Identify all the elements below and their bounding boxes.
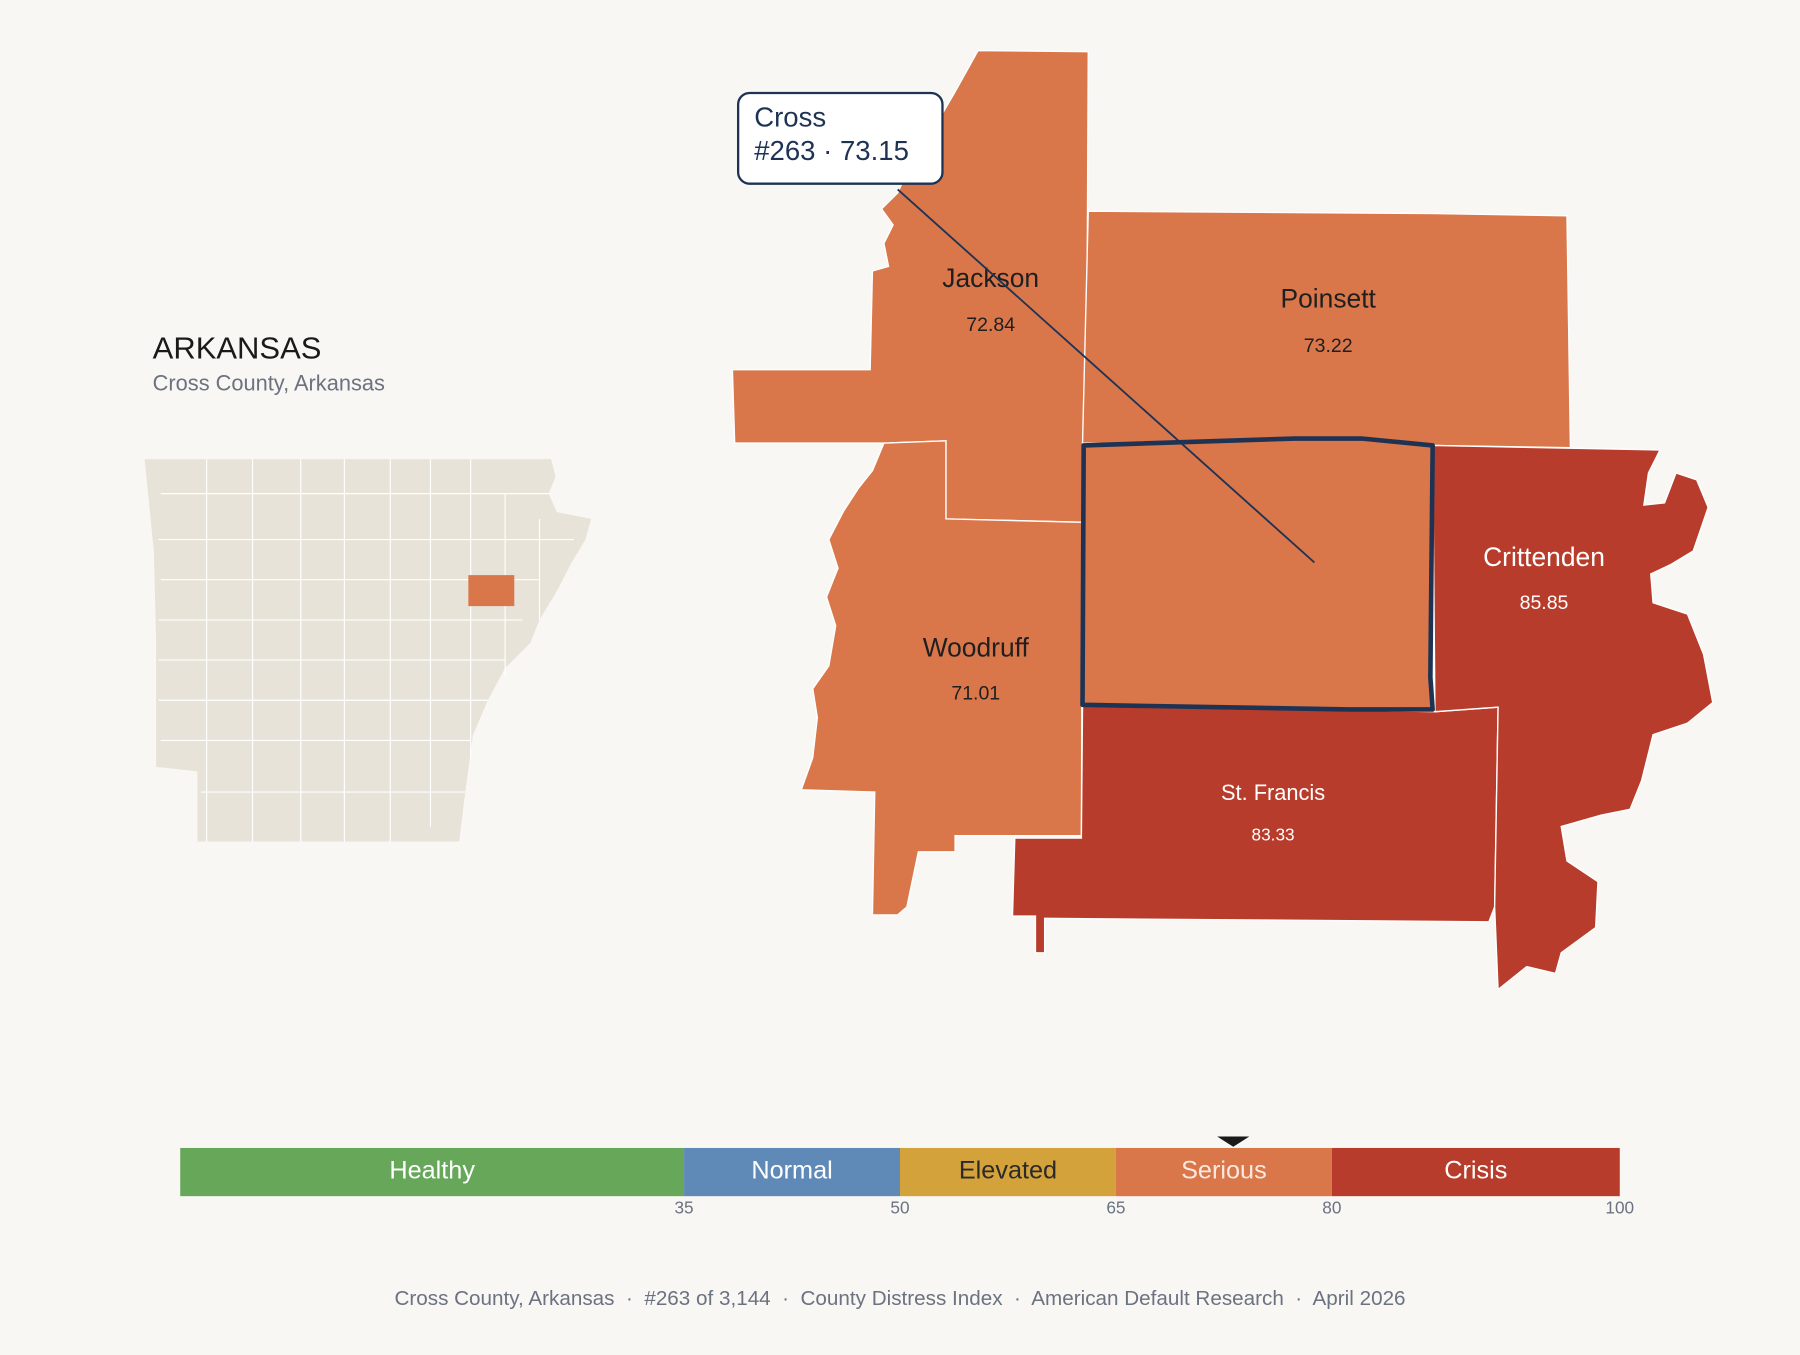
county-score: 83.33: [1252, 824, 1295, 844]
state-title: ARKANSAS: [153, 330, 322, 365]
scale-tick-label: 50: [890, 1197, 909, 1217]
state-subtitle: Cross County, Arkansas: [153, 370, 385, 395]
scale-tick-label: 100: [1605, 1197, 1634, 1217]
callout-leader: [897, 188, 1316, 564]
callout-box: [736, 91, 944, 185]
county-name: Woodruff: [923, 633, 1030, 663]
scale-tick-label: 80: [1322, 1197, 1341, 1217]
scale-tick-label: 65: [1106, 1197, 1125, 1217]
scale-band: [1331, 1147, 1620, 1197]
county-name: St. Francis: [1221, 780, 1325, 805]
county-map: [731, 49, 1714, 991]
county-shape: [1081, 210, 1572, 449]
distress-scale: Healthy Normal Elevated Serious Crisis 35 50 65…: [180, 1136, 1634, 1217]
county-score: 71.01: [951, 683, 1000, 705]
selected-county: [1080, 436, 1435, 712]
scale-tick-label: 35: [674, 1197, 693, 1217]
county-labels: Jackson 72.84 Poinsett 73.22 Woodruff 71.01 St…: [923, 263, 1605, 844]
county-score: 72.84: [966, 314, 1015, 336]
scale-band-label: Healthy: [389, 1157, 475, 1185]
scale-band: [1115, 1147, 1332, 1197]
callout-label: #263 · 73.15: [754, 135, 909, 166]
scale-band-label: Elevated: [959, 1157, 1057, 1185]
county-name: Crittenden: [1483, 542, 1605, 572]
scale-band: [900, 1147, 1116, 1197]
callout-name: Cross: [754, 102, 826, 133]
scale-band: [180, 1147, 685, 1197]
highlight-county: [468, 575, 515, 607]
scale-band-label: Normal: [751, 1157, 832, 1185]
county-name: Poinsett: [1281, 284, 1377, 314]
county-name: Jackson: [942, 263, 1039, 293]
scale-band: [684, 1147, 900, 1197]
state-shape: [144, 459, 592, 842]
scale-marker: [1217, 1136, 1250, 1147]
county-shape: [1431, 444, 1714, 991]
state-minimap: [144, 459, 592, 842]
county-score: 73.22: [1304, 335, 1353, 357]
scale-band-label: Serious: [1181, 1157, 1267, 1185]
scale-band-label: Crisis: [1444, 1157, 1507, 1185]
footer: Cross County, Arkansas · #263 of 3,144 ·…: [394, 1287, 1405, 1310]
county-score: 85.85: [1520, 592, 1569, 614]
